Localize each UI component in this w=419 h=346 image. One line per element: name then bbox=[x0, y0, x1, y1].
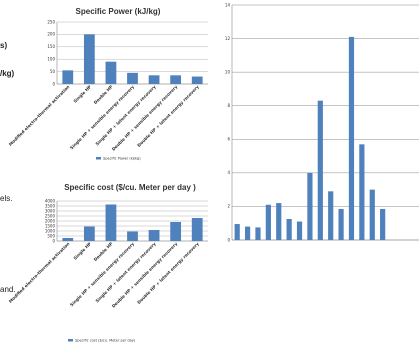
bar bbox=[148, 75, 160, 84]
bar bbox=[359, 144, 365, 240]
right-bar-chart: 0 2 4 6 8 10 12 14 bbox=[225, 2, 419, 242]
bar bbox=[127, 72, 138, 84]
bar bbox=[105, 61, 117, 84]
category-label: Single HP bbox=[72, 241, 92, 261]
legend-swatch bbox=[68, 339, 73, 342]
category-label: Modified electro-thermal activation bbox=[8, 241, 71, 304]
bar bbox=[276, 203, 282, 240]
specific-cost-chart: Specific cost ($/cu. Meter per day ) 0500… bbox=[8, 183, 208, 343]
bar bbox=[328, 191, 334, 240]
page-fragment-2: /kg) bbox=[0, 69, 15, 78]
y-tick-label: 4 bbox=[227, 170, 230, 175]
y-tick-label: 200 bbox=[47, 32, 55, 37]
y-tick-label: 1500 bbox=[45, 223, 56, 228]
bar bbox=[170, 75, 182, 84]
category-label: Modified electro-thermal activation bbox=[8, 84, 71, 147]
bar bbox=[286, 219, 292, 240]
y-tick-label: 4000 bbox=[45, 198, 56, 203]
bar bbox=[170, 222, 182, 241]
y-tick-label: 250 bbox=[47, 19, 55, 24]
bar bbox=[191, 218, 203, 241]
page-fragment-4: and. bbox=[0, 285, 16, 294]
y-tick-label: 500 bbox=[47, 233, 55, 238]
bar bbox=[369, 189, 375, 240]
bar bbox=[234, 224, 240, 240]
page-fragment-3: els. bbox=[0, 194, 12, 203]
legend-swatch bbox=[96, 157, 101, 160]
bar bbox=[127, 231, 138, 241]
bar bbox=[244, 226, 251, 240]
y-tick-label: 0 bbox=[52, 81, 55, 86]
y-tick-label: 3500 bbox=[45, 203, 56, 208]
bar bbox=[348, 36, 355, 241]
bar bbox=[317, 100, 323, 240]
bar bbox=[307, 172, 313, 240]
category-label: Single HP bbox=[72, 84, 92, 104]
y-tick-label: 2500 bbox=[45, 213, 56, 218]
y-tick-label: 0 bbox=[227, 237, 230, 242]
category-label: Double HP bbox=[93, 84, 114, 105]
specific-power-chart: Specific Power (kJ/kg) 0 50 100 150 200 250 Mod… bbox=[8, 7, 208, 161]
y-tick-label: 10 bbox=[225, 69, 231, 74]
y-tick-label: 150 bbox=[47, 44, 55, 49]
y-tick-label: 0 bbox=[52, 238, 55, 243]
bar bbox=[191, 76, 203, 84]
bar bbox=[380, 208, 386, 240]
bar bbox=[62, 238, 74, 241]
y-tick-label: 2000 bbox=[45, 218, 56, 223]
bar bbox=[255, 227, 261, 240]
y-tick-label: 14 bbox=[225, 2, 231, 7]
bar bbox=[83, 34, 95, 84]
y-tick-label: 12 bbox=[225, 36, 231, 41]
chart-title: Specific cost ($/cu. Meter per day ) bbox=[64, 183, 196, 192]
bar bbox=[296, 221, 303, 240]
bar bbox=[83, 226, 95, 241]
category-label: Double HP bbox=[93, 241, 114, 262]
y-tick-label: 50 bbox=[50, 69, 56, 74]
bar bbox=[148, 230, 160, 241]
page-fragment-1: s) bbox=[0, 41, 7, 50]
y-tick-label: 3000 bbox=[45, 208, 56, 213]
chart-title: Specific Power (kJ/kg) bbox=[76, 7, 161, 16]
bar bbox=[105, 204, 117, 241]
y-tick-label: 100 bbox=[47, 57, 55, 62]
bar bbox=[62, 70, 74, 84]
legend-label: Specific cost ($/cu. Meter per day) bbox=[75, 339, 136, 343]
y-tick-label: 2 bbox=[227, 204, 230, 209]
y-tick-label: 8 bbox=[227, 103, 230, 108]
legend-label: Specific Power (kJ/kg) bbox=[103, 157, 141, 161]
bar bbox=[265, 204, 271, 240]
y-tick-label: 1000 bbox=[45, 228, 56, 233]
y-tick-label: 6 bbox=[227, 137, 230, 142]
bar bbox=[338, 208, 344, 240]
